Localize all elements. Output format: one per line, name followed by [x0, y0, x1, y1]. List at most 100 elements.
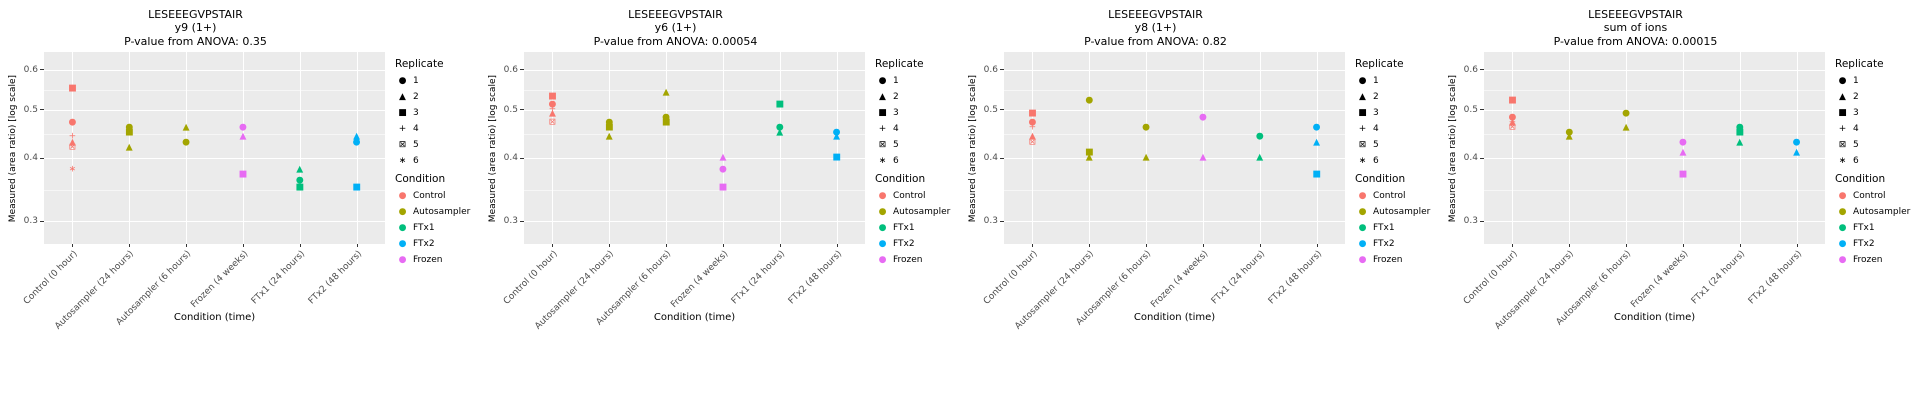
minor-gridline	[1484, 190, 1825, 192]
y-axis-title: Measured (area ratio) [log scale]	[8, 74, 18, 222]
data-point: ▲	[1736, 137, 1744, 148]
legend-replicate-label: 1	[413, 76, 419, 87]
legend-replicate-label: 2	[1373, 92, 1379, 103]
data-point: ▲	[1622, 122, 1630, 133]
x-tick-mark	[1146, 244, 1148, 248]
triangle-icon: ▲	[399, 91, 406, 102]
minor-gridline	[44, 134, 385, 136]
data-point: ▲	[1793, 147, 1801, 158]
x-tick-label: Frozen (4 weeks)	[668, 249, 730, 311]
data-point: ▲	[548, 108, 556, 119]
data-point: ●	[1735, 122, 1744, 133]
triangle-icon: ▲	[879, 91, 886, 102]
legend-replicate-item: ∗ 6	[875, 153, 960, 169]
data-point: ■	[124, 127, 134, 138]
major-gridline	[1484, 158, 1825, 160]
legend-condition-label: Frozen	[1373, 255, 1403, 266]
y-tick-label: 0.3	[1463, 216, 1478, 227]
x-tick-mark	[1626, 244, 1628, 248]
plus-icon: +	[878, 123, 887, 134]
x-axis-title: Condition (time)	[1133, 312, 1216, 324]
y-tick-label: 0.6	[1463, 64, 1478, 75]
x-tick-label: FTx1 (24 hours)	[729, 249, 787, 307]
data-point: ●	[548, 99, 557, 110]
legend-condition-item: ● FTx2	[1835, 236, 1920, 252]
data-point: ●	[182, 137, 191, 148]
data-point: ■	[1312, 169, 1321, 180]
y-tick-label: 0.5	[23, 104, 38, 115]
category-gridline	[299, 52, 301, 245]
legend-replicate-label: 2	[1853, 92, 1859, 103]
category-gridline	[1316, 52, 1318, 245]
category-gridline	[1739, 52, 1741, 245]
y-tick-label: 0.5	[1463, 104, 1478, 115]
data-point: ●	[68, 117, 77, 128]
legend-condition-label: Control	[413, 191, 446, 202]
data-point: ⊠	[548, 117, 557, 128]
legend-replicate-item: ∗ 6	[1835, 153, 1920, 169]
y-tick-mark	[40, 109, 44, 111]
x-tick-label: FTx1 (24 hours)	[249, 249, 307, 307]
data-point: ■	[68, 83, 77, 94]
legend-title-replicate: Replicate	[875, 58, 924, 71]
major-gridline	[44, 109, 385, 111]
x-tick-label: FTx1 (24 hours)	[1689, 249, 1747, 307]
data-point: ▲	[1142, 152, 1150, 163]
major-gridline	[524, 109, 865, 111]
legend-condition-label: Frozen	[1853, 255, 1883, 266]
y-tick-label: 0.4	[23, 153, 38, 164]
legend-replicate-item: ⊠ 5	[1835, 137, 1920, 153]
data-point: +	[1028, 122, 1037, 133]
data-point: ▲	[1313, 137, 1321, 148]
condition-color-icon: ●	[1358, 254, 1367, 265]
plot-pvalue: P-value from ANOVA: 0.82	[1084, 34, 1227, 48]
y-tick-label: 0.5	[503, 104, 518, 115]
y-axis-title: Measured (area ratio) [log scale]	[488, 74, 498, 222]
data-point: ■	[1084, 147, 1094, 158]
data-point: ▲	[605, 131, 613, 142]
x-axis-ticks: Control (0 hour) Autosampler (24 hours) Au…	[1462, 244, 1825, 332]
legend-title-condition: Condition	[875, 173, 926, 186]
category-gridline	[666, 52, 668, 245]
data-point: ●	[1622, 108, 1631, 119]
plus-icon: +	[1358, 123, 1367, 134]
x-tick-label: FTx2 (48 hours)	[1266, 249, 1324, 307]
plot-subtitle: y6 (1+)	[654, 21, 697, 35]
y-tick-label: 0.3	[503, 216, 518, 227]
data-point: ●	[1565, 127, 1574, 138]
legend-replicate-label: 6	[893, 156, 899, 167]
data-point: ●	[295, 175, 304, 186]
data-point: ●	[1198, 112, 1207, 123]
data-point: ⊠	[1508, 122, 1517, 133]
legend-title-condition: Condition	[395, 173, 446, 186]
data-point: ●	[832, 127, 841, 138]
legend-replicate-label: 6	[1373, 156, 1379, 167]
minor-gridline	[524, 190, 865, 192]
major-gridline	[524, 221, 865, 223]
major-gridline	[1004, 109, 1345, 111]
plot-title: LESEEEGVPSTAIR	[628, 8, 723, 21]
legend-replicate-label: 1	[893, 76, 899, 87]
y-tick-label: 0.6	[23, 64, 38, 75]
y-axis-title: Measured (area ratio) [log scale]	[968, 74, 978, 222]
y-tick-label: 0.4	[1463, 153, 1478, 164]
major-gridline	[1004, 69, 1345, 71]
x-tick-label: Frozen (4 weeks)	[1148, 249, 1210, 311]
legend-condition-label: FTx1	[893, 223, 915, 234]
legend: Replicate ● 1 ▲ 2 ■ 3 +4 ⊠ 5 ∗ 6 Condition ● Contro…	[385, 52, 480, 323]
legend-replicate-item: ∗ 6	[1355, 153, 1440, 169]
data-point: ●	[662, 112, 671, 123]
data-point: ⊠	[68, 142, 77, 153]
x-tick-mark	[356, 244, 358, 248]
condition-color-icon: ●	[878, 190, 887, 201]
legend-condition-label: FTx2	[893, 239, 915, 250]
square-icon: ■	[1838, 107, 1847, 118]
legend-replicate-item: ■ 3	[395, 105, 480, 121]
minor-gridline	[1484, 89, 1825, 91]
category-gridline	[1796, 52, 1798, 245]
plot-subtitle: y9 (1+)	[174, 21, 217, 35]
x-tick-mark	[72, 244, 74, 248]
major-gridline	[44, 221, 385, 223]
data-point: ■	[661, 117, 671, 128]
facet-panel-y6: LESEEEGVPSTAIR y6 (1+) P-value from ANOV…	[480, 0, 960, 332]
